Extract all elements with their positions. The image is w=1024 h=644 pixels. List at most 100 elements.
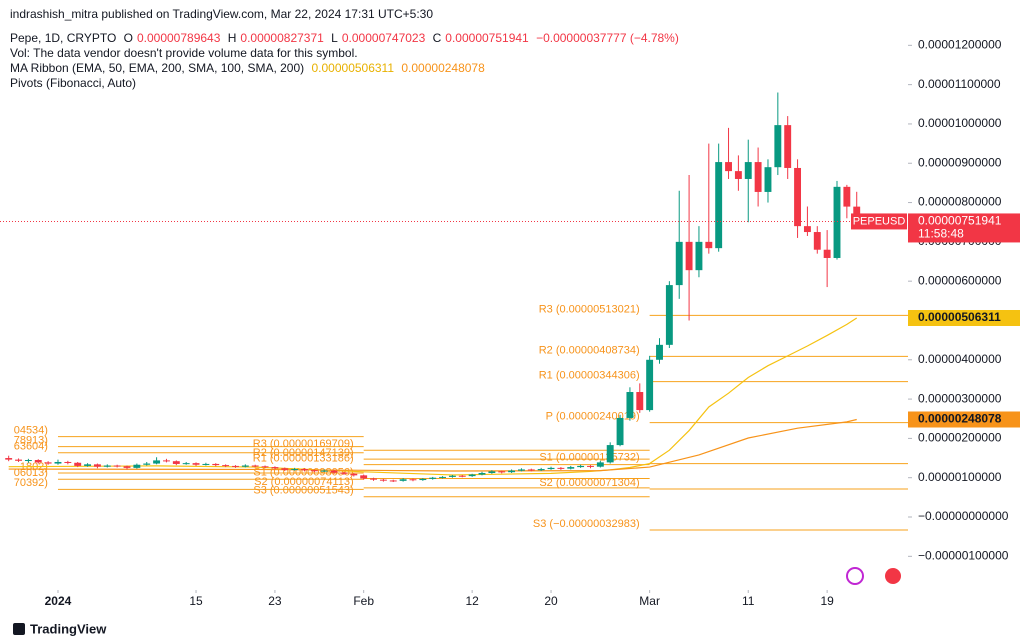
candle-body xyxy=(320,470,328,472)
candle-body xyxy=(251,465,259,467)
candle-body xyxy=(498,471,506,473)
y-tick-label: 0.00000600000 xyxy=(918,273,1002,287)
change: −0.00000037777 (−4.78%) xyxy=(536,31,679,45)
candle-body xyxy=(557,467,565,469)
x-tick-label: 19 xyxy=(820,594,834,608)
pivots-name: Pivots (Fibonacci, Auto) xyxy=(10,76,137,90)
candle-body xyxy=(301,469,308,471)
x-tick-label: 20 xyxy=(544,594,558,608)
candle-body xyxy=(715,162,723,249)
candle-body xyxy=(725,162,732,172)
y-tick-label: −0.00000000000 xyxy=(918,509,1009,523)
ohlc-label: L xyxy=(331,31,338,45)
candle-body xyxy=(153,460,161,464)
candle-body xyxy=(15,459,22,461)
symbol: Pepe, 1D, CRYPTO xyxy=(10,31,117,45)
x-tick-label: 12 xyxy=(465,594,479,608)
candle-body xyxy=(547,467,555,470)
candle-body xyxy=(813,232,821,250)
pivot-label: 78913) xyxy=(14,435,48,447)
ohlc-row: Pepe, 1D, CRYPTO O 0.00000789643 H 0.00000… xyxy=(10,31,683,45)
candle-body xyxy=(409,479,417,481)
pivot-label: R1 (0.00000133186) xyxy=(253,453,354,465)
pivot-label: R2 (0.00000408734) xyxy=(539,344,640,356)
candle-body xyxy=(764,167,772,192)
price-tag xyxy=(908,213,1020,243)
ma-value: 0.00000506311 xyxy=(311,61,395,75)
candle-body xyxy=(241,465,249,467)
candle-body xyxy=(675,241,683,286)
y-tick-label: 0.00001000000 xyxy=(918,116,1002,130)
vol: Vol: The data vendor doesn't provide vol… xyxy=(10,46,358,60)
ohlc-value: 0.00000827371 xyxy=(240,31,324,45)
y-tick-label: 0.00000300000 xyxy=(918,391,1002,405)
candle-body xyxy=(458,475,466,477)
ma-tag xyxy=(908,309,1020,326)
candle-body xyxy=(843,186,851,207)
ohlc-value: 0.00000747023 xyxy=(341,31,426,45)
candle-body xyxy=(370,478,377,480)
candle-body xyxy=(261,466,269,468)
candle-body xyxy=(734,171,742,179)
candle-body xyxy=(44,462,52,464)
candle-body xyxy=(64,461,72,463)
candle-body xyxy=(232,465,239,467)
candle-body xyxy=(665,285,673,345)
x-tick-label: Feb xyxy=(353,594,374,608)
candle-body xyxy=(656,344,663,360)
candle-body xyxy=(24,460,32,462)
candle-body xyxy=(389,480,397,482)
candle-body xyxy=(202,463,210,465)
candle-body xyxy=(508,470,516,473)
x-tick-label: Mar xyxy=(639,594,660,608)
candle-body xyxy=(596,462,604,467)
candle-body xyxy=(281,468,289,470)
candle-body xyxy=(705,241,713,249)
ohlc-label: C xyxy=(432,31,442,45)
pivot-label: 70392) xyxy=(14,477,48,489)
y-tick-label: 0.00000800000 xyxy=(918,195,1002,209)
pivot-label: S2 (0.00000074113) xyxy=(254,476,354,488)
candle-body xyxy=(222,465,230,467)
icon[interactable] xyxy=(846,567,864,585)
x-tick-label: 11 xyxy=(742,594,755,608)
candle-body xyxy=(488,471,496,473)
x-tick-label: 15 xyxy=(189,594,203,608)
pivot-label: S3 (0.00000051543) xyxy=(253,485,353,497)
candle-body xyxy=(192,463,200,465)
pivot-label: R2 (0.00000147139) xyxy=(253,447,354,459)
candle-body xyxy=(123,466,131,468)
candle-body xyxy=(754,162,762,192)
candle-body xyxy=(626,392,634,418)
y-tick-label: 0.00000200000 xyxy=(918,431,1002,445)
countdown: 11:58:48 xyxy=(918,227,964,241)
ma-row: MA Ribbon (EMA, 50, EMA, 200, SMA, 100, … xyxy=(10,61,489,75)
publisher: indrashish_mitra published on TradingVie… xyxy=(10,7,434,21)
candle-body xyxy=(163,460,170,462)
candle-body xyxy=(113,465,121,467)
footer-brand: TradingView xyxy=(30,621,107,636)
x-tick-label: 2024 xyxy=(45,594,72,608)
candle-body xyxy=(468,474,476,477)
pivot-label: S3 (−0.00000032983) xyxy=(533,518,640,530)
candle-body xyxy=(784,125,792,168)
candle-body xyxy=(212,463,220,466)
candle-body xyxy=(774,125,782,168)
candle-body xyxy=(54,461,62,464)
pivot-label: S1 (0.00000135732) xyxy=(539,452,639,464)
pivot-label: P (0.00000240019) xyxy=(546,411,640,423)
candle-body xyxy=(616,417,624,446)
ma-tag-label: 0.00000506311 xyxy=(918,310,1001,324)
candle-body xyxy=(74,462,82,466)
icon[interactable] xyxy=(885,568,901,584)
candle-body xyxy=(399,479,407,481)
candle-body xyxy=(419,478,427,481)
ohlc-label: H xyxy=(227,31,237,45)
candle-body xyxy=(379,479,387,481)
candle-body xyxy=(172,461,180,464)
candle-body xyxy=(34,460,42,463)
ohlc-value: 0.00000789643 xyxy=(136,31,221,45)
candle-body xyxy=(517,469,525,471)
candle-body xyxy=(577,465,585,468)
